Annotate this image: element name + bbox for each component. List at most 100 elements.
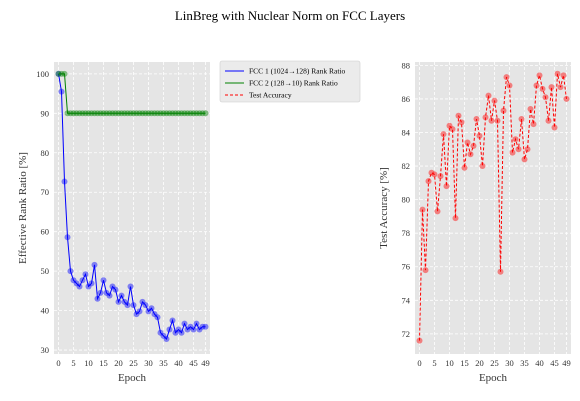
- x-tick-label: 20: [475, 358, 484, 368]
- x-tick-label: 45: [550, 358, 559, 368]
- fcc1-rank-ratio-point: [157, 329, 164, 336]
- figure-title: LinBreg with Nuclear Norm on FCC Layers: [174, 8, 406, 23]
- fcc2-rank-ratio-point: [202, 110, 209, 117]
- x-tick-label: 10: [84, 358, 93, 368]
- test-accuracy-point: [500, 107, 507, 114]
- fcc1-rank-ratio-point: [103, 289, 110, 296]
- fcc2-rank-ratio-point: [175, 110, 182, 117]
- fcc2-rank-ratio-point: [184, 110, 191, 117]
- test-accuracy-point: [461, 164, 468, 171]
- x-tick-label: 15: [460, 358, 469, 368]
- fcc1-rank-ratio-point: [184, 326, 191, 333]
- fcc1-rank-ratio-point: [73, 280, 80, 287]
- fcc2-rank-ratio-point: [196, 110, 203, 117]
- test-accuracy-point: [440, 131, 447, 138]
- y-tick-label: 30: [41, 345, 50, 355]
- test-accuracy-point: [497, 268, 504, 275]
- y-tick-label: 100: [36, 69, 49, 79]
- fcc2-rank-ratio-point: [67, 110, 74, 117]
- fcc1-rank-ratio-point: [151, 311, 158, 318]
- fcc1-rank-ratio-point: [109, 283, 116, 290]
- fcc2-rank-ratio-point: [163, 110, 170, 117]
- fcc2-rank-ratio-point: [73, 110, 80, 117]
- test-accuracy-point: [482, 114, 489, 121]
- fcc1-rank-ratio-point: [115, 298, 122, 305]
- fcc2-rank-ratio-point: [178, 110, 185, 117]
- legend: FCC 1 (1024→128) Rank Ratio FCC 2 (128→10…: [219, 60, 361, 103]
- fcc2-rank-ratio-point: [58, 70, 65, 77]
- fcc2-rank-ratio-point: [136, 110, 143, 117]
- test-accuracy-point: [521, 156, 528, 163]
- x-axis-label: Epoch: [118, 372, 147, 384]
- fcc1-rank-ratio-point: [166, 326, 173, 333]
- test-accuracy-point: [545, 117, 552, 124]
- fcc2-rank-ratio-point: [157, 110, 164, 117]
- y-tick-label: 74: [402, 295, 411, 305]
- fcc2-rank-ratio-point: [103, 110, 110, 117]
- legend-label: Test Accuracy: [249, 91, 292, 100]
- fcc1-rank-ratio-point: [202, 323, 209, 330]
- fcc1-rank-ratio-point: [94, 295, 101, 302]
- fcc2-rank-ratio-point: [145, 110, 152, 117]
- fcc1-rank-ratio-point: [148, 305, 155, 312]
- fcc2-rank-ratio-point: [166, 110, 173, 117]
- fcc1-rank-ratio-point: [178, 329, 185, 336]
- x-tick-label: 45: [189, 358, 198, 368]
- plot-area: [54, 62, 210, 354]
- test-accuracy-point: [536, 72, 543, 79]
- x-tick-label: 40: [174, 358, 183, 368]
- fcc2-rank-ratio-point: [124, 110, 131, 117]
- test-accuracy-point: [503, 74, 510, 81]
- fcc2-rank-ratio-point: [193, 110, 200, 117]
- fcc1-rank-ratio-point: [67, 268, 74, 275]
- test-accuracy-point: [563, 95, 570, 102]
- fcc2-rank-ratio-point: [142, 110, 149, 117]
- test-accuracy-series: [416, 70, 570, 344]
- fcc2-rank-ratio-point: [118, 110, 125, 117]
- legend-item-fcc1: FCC 1 (1024→128) Rank Ratio: [225, 67, 346, 76]
- fcc1-rank-ratio-point: [169, 317, 176, 324]
- x-tick-label: 5: [432, 358, 436, 368]
- test-accuracy-point: [425, 178, 432, 185]
- x-tick-label: 40: [535, 358, 544, 368]
- fcc2-rank-ratio-point: [148, 110, 155, 117]
- test-accuracy-point: [524, 146, 531, 153]
- x-tick-label: 5: [71, 358, 75, 368]
- test-accuracy-point: [476, 132, 483, 139]
- fcc1-rank-ratio-point: [181, 320, 188, 327]
- test-accuracy-point: [428, 169, 435, 176]
- test-accuracy-point: [485, 92, 492, 99]
- fcc1-rank-ratio-point: [190, 326, 197, 333]
- fcc1-rank-ratio-point: [85, 283, 92, 290]
- y-tick-label: 82: [402, 161, 411, 171]
- test-accuracy-point: [509, 149, 516, 156]
- test-accuracy-point: [437, 173, 444, 180]
- y-tick-label: 72: [402, 329, 411, 339]
- fcc2-rank-ratio-point: [82, 110, 89, 117]
- fcc1-rank-ratio-point: [121, 298, 128, 305]
- fcc1-rank-ratio-series: [55, 70, 209, 343]
- rank-ratio-axes: 0 5 10 15 20 25 30 35 40 45 49 30 40 50 60 70 80 90 100 Epo…: [17, 62, 210, 384]
- fcc1-rank-ratio-point: [127, 283, 134, 290]
- test-accuracy-point: [494, 117, 501, 124]
- fcc1-rank-ratio-point: [172, 329, 179, 336]
- y-tick-label: 70: [41, 187, 50, 197]
- fcc2-rank-ratio-point: [55, 70, 62, 77]
- fcc1-rank-ratio-point: [187, 323, 194, 330]
- fcc2-rank-ratio-point: [190, 110, 197, 117]
- fcc1-rank-ratio-line: [58, 73, 206, 340]
- fcc2-rank-ratio-line: [58, 73, 206, 114]
- test-accuracy-point: [470, 142, 477, 149]
- test-accuracy-axes: 0 5 10 15 20 25 30 35 40 45 49 72 74 76 78 80 82 84 86 88 Ep…: [378, 60, 571, 384]
- test-accuracy-point: [434, 208, 441, 215]
- legend-item-test-accuracy: Test Accuracy: [225, 91, 292, 100]
- fcc2-rank-ratio-point: [64, 110, 71, 117]
- x-tick-label: 15: [99, 358, 108, 368]
- test-accuracy-point: [554, 70, 561, 77]
- fcc1-rank-ratio-point: [58, 88, 65, 95]
- test-accuracy-point: [557, 84, 564, 91]
- y-tick-label: 80: [41, 148, 50, 158]
- fcc1-rank-ratio-point: [106, 292, 113, 299]
- fcc1-rank-ratio-point: [193, 320, 200, 327]
